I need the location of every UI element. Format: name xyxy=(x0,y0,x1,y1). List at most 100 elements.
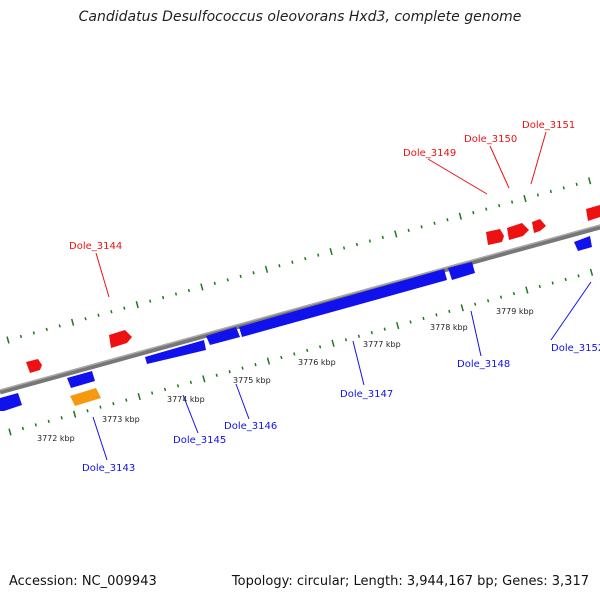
tick-mark xyxy=(306,348,309,353)
tick-mark xyxy=(448,309,451,314)
backbone-line xyxy=(0,224,600,395)
tick-mark xyxy=(6,336,10,344)
tick-mark xyxy=(34,423,37,427)
tick-mark xyxy=(370,331,373,335)
tick-mark xyxy=(176,384,180,388)
tick-mark xyxy=(239,274,242,278)
tick-mark xyxy=(97,313,100,317)
tick-mark xyxy=(200,283,204,291)
tick-mark xyxy=(86,409,89,413)
tick-mark xyxy=(99,405,102,409)
tick-mark xyxy=(187,288,191,293)
tick-mark xyxy=(47,419,50,424)
tick-mark xyxy=(161,295,165,300)
gene-dole-3145[interactable] xyxy=(145,340,206,364)
tick-mark xyxy=(278,264,281,268)
tick-mark xyxy=(110,310,113,314)
tick-mark xyxy=(472,211,475,215)
tick-mark xyxy=(163,387,167,392)
tick-mark xyxy=(174,292,178,296)
tick-mark xyxy=(512,291,516,296)
tick-mark xyxy=(84,317,87,321)
tick-mark xyxy=(381,235,384,240)
connector-dole-3148 xyxy=(470,310,482,357)
tick-mark xyxy=(228,370,231,374)
gene-forward[interactable] xyxy=(26,359,42,373)
label-dole-3149: Dole_3149 xyxy=(403,148,456,159)
connector-dole-3150 xyxy=(489,145,510,189)
connector-dole-3145 xyxy=(182,394,199,434)
gene-dole-3150[interactable] xyxy=(507,223,529,240)
gene-dole-3151[interactable] xyxy=(532,219,546,233)
tick-mark xyxy=(125,398,128,402)
connector-dole-3151 xyxy=(530,131,547,185)
tick-mark xyxy=(135,301,139,309)
tick-mark xyxy=(123,306,126,310)
tick-mark xyxy=(474,302,477,306)
tick-mark xyxy=(433,221,436,225)
kbp-label: 3779 kbp xyxy=(496,307,534,316)
tick-mark xyxy=(435,313,438,317)
tick-mark xyxy=(8,428,12,436)
tick-mark xyxy=(368,239,372,243)
gene-dole-3146[interactable] xyxy=(206,327,240,345)
connector-dole-3146 xyxy=(235,383,250,420)
tick-mark xyxy=(202,375,206,383)
gene-reverse[interactable] xyxy=(67,371,95,388)
tick-track-reverse xyxy=(8,268,594,436)
kbp-label: 3773 kbp xyxy=(102,415,140,424)
tick-mark xyxy=(577,274,580,278)
tick-mark xyxy=(317,253,320,257)
gene-dole-3144[interactable] xyxy=(109,330,132,348)
tick-mark xyxy=(510,200,514,204)
gene-dole-3152[interactable] xyxy=(574,236,592,251)
tick-mark xyxy=(486,299,490,303)
tick-mark xyxy=(536,193,540,197)
tick-mark xyxy=(58,324,61,328)
gene-reverse-edge[interactable] xyxy=(0,393,22,411)
tick-mark xyxy=(19,334,23,339)
label-dole-3145: Dole_3145 xyxy=(173,435,226,446)
tick-mark xyxy=(241,366,244,370)
tick-mark xyxy=(499,295,503,299)
kbp-label: 3775 kbp xyxy=(233,376,271,385)
tick-mark xyxy=(319,345,322,349)
tick-mark xyxy=(70,318,75,326)
tick-mark xyxy=(485,207,488,211)
tick-mark xyxy=(60,416,63,420)
tick-mark xyxy=(409,320,412,324)
tick-mark xyxy=(137,392,141,401)
tick-mark xyxy=(446,218,449,222)
tick-mark xyxy=(252,271,255,275)
tick-mark xyxy=(538,284,541,289)
backbone-highlight xyxy=(0,224,600,391)
kbp-label: 3772 kbp xyxy=(37,434,75,443)
tick-mark xyxy=(549,189,552,194)
tick-mark xyxy=(564,277,567,282)
tick-mark xyxy=(523,194,527,203)
gene-dole-3148[interactable] xyxy=(448,262,475,280)
gene-forward-edge[interactable] xyxy=(586,205,600,221)
tick-mark xyxy=(213,281,216,286)
kbp-label: 3774 kbp xyxy=(167,395,205,404)
gene-dole-3143[interactable] xyxy=(70,388,101,406)
label-dole-3147: Dole_3147 xyxy=(340,389,393,400)
tick-mark xyxy=(458,212,463,220)
tick-mark xyxy=(189,380,193,384)
gene-dole-3149-a[interactable] xyxy=(486,229,504,245)
tick-mark xyxy=(21,426,25,431)
tick-mark xyxy=(357,334,361,338)
gene-dole-3147[interactable] xyxy=(239,269,447,337)
tick-mark xyxy=(525,286,529,294)
tick-mark xyxy=(329,248,333,256)
connector-dole-3144 xyxy=(95,252,110,298)
tick-mark xyxy=(215,373,218,377)
label-dole-3150: Dole_3150 xyxy=(464,134,517,145)
tick-mark xyxy=(266,357,271,365)
connector-dole-3143 xyxy=(92,416,108,461)
kbp-label: 3778 kbp xyxy=(430,323,468,332)
label-dole-3143: Dole_3143 xyxy=(82,463,135,474)
page-title: Candidatus Desulfococcus oleovorans Hxd3… xyxy=(78,9,522,25)
